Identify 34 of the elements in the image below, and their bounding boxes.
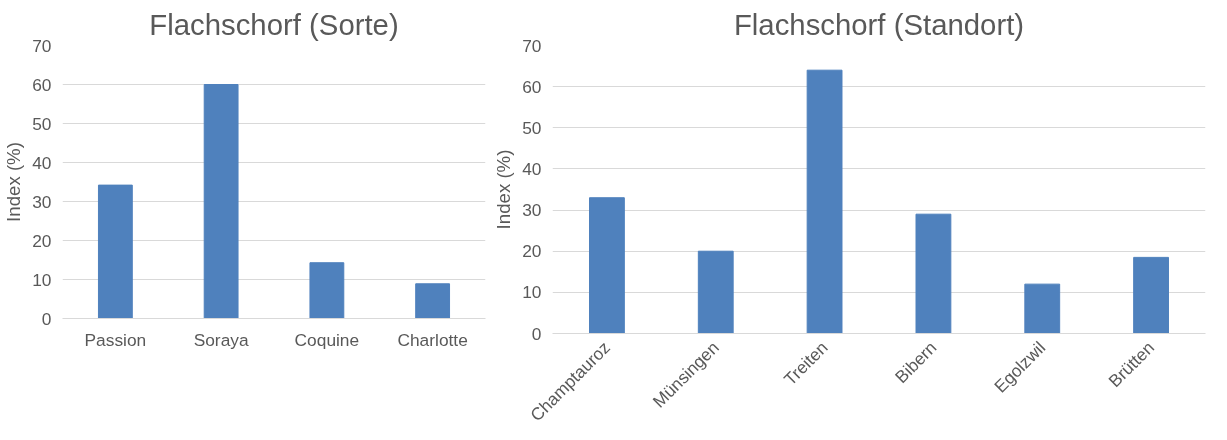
y-tick-label: 10	[522, 282, 542, 303]
bar	[1024, 283, 1061, 334]
bar	[415, 283, 451, 319]
bar	[203, 84, 239, 319]
y-tick-label: 50	[522, 117, 542, 138]
y-axis-title: Index (%)	[3, 142, 25, 222]
bar	[97, 184, 133, 319]
y-tick-label: 40	[32, 152, 52, 173]
y-tick-label: 30	[32, 191, 52, 212]
bar	[309, 262, 345, 319]
chart-title: Flachschorf (Sorte)	[149, 7, 399, 41]
x-tick-label: Charlotte	[397, 329, 468, 350]
y-tick-label: 0	[41, 308, 52, 329]
x-tick-label: Coquine	[294, 329, 360, 350]
y-tick-label: 30	[522, 200, 542, 221]
chart-title: Flachschorf (Standort)	[733, 7, 1025, 41]
x-tick-label: Passion	[84, 329, 147, 350]
y-tick-label: 70	[32, 35, 52, 56]
bar	[915, 213, 952, 334]
bar	[1133, 256, 1169, 334]
y-tick-label: 50	[32, 113, 52, 134]
y-tick-label: 20	[522, 241, 542, 262]
bar	[589, 197, 625, 334]
y-tick-label: 40	[522, 158, 542, 179]
y-tick-label: 20	[32, 230, 52, 251]
bar	[806, 69, 843, 334]
y-tick-label: 60	[32, 74, 52, 95]
bar	[697, 250, 734, 334]
y-axis-title: Index (%)	[493, 149, 515, 230]
x-tick-label: Soraya	[193, 329, 249, 350]
y-tick-label: 10	[32, 269, 52, 290]
y-tick-label: 60	[522, 76, 542, 97]
y-tick-label: 0	[531, 323, 542, 344]
y-tick-label: 70	[522, 35, 542, 56]
